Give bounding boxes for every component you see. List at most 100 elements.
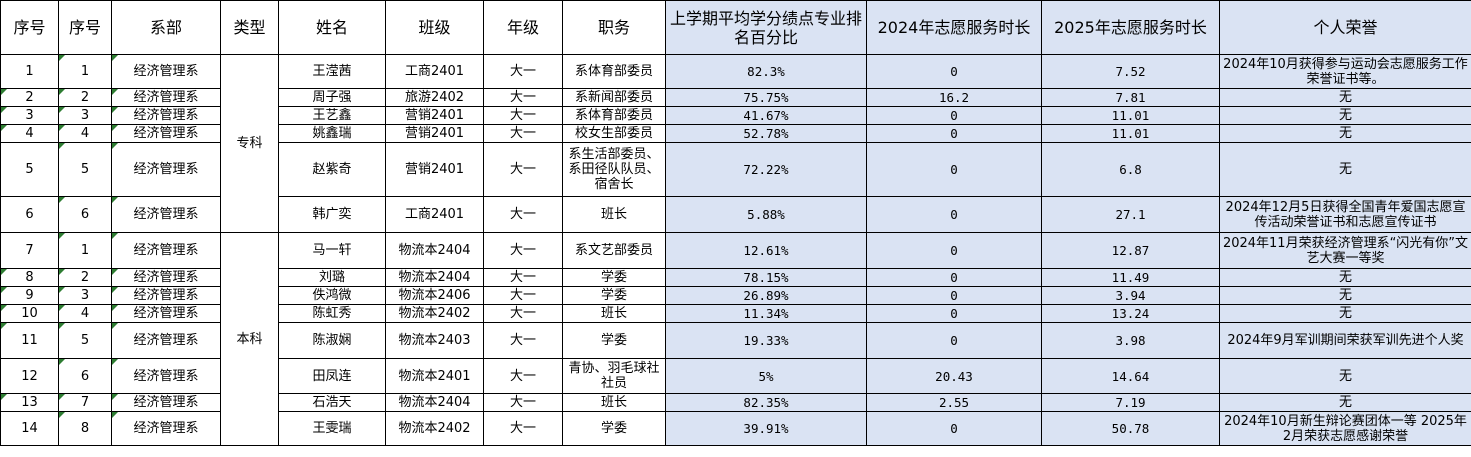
cell-grade[interactable]: 大一 <box>483 322 563 359</box>
cell-name[interactable]: 姚鑫瑞 <box>278 124 386 143</box>
cell-index[interactable]: 8 <box>0 268 59 287</box>
cell-grade[interactable]: 大一 <box>483 286 563 305</box>
cell-rank[interactable]: 78.15% <box>665 268 867 287</box>
cell-hours-2025[interactable]: 13.24 <box>1041 304 1220 323</box>
cell-honors[interactable]: 无 <box>1219 88 1471 107</box>
cell-sub-index[interactable]: 6 <box>58 196 112 233</box>
cell-hours-2024[interactable]: 2.55 <box>866 393 1042 412</box>
cell-role[interactable]: 学委 <box>562 322 666 359</box>
cell-rank[interactable]: 75.75% <box>665 88 867 107</box>
cell-class[interactable]: 工商2401 <box>385 54 484 89</box>
cell-department[interactable]: 经济管理系 <box>111 124 221 143</box>
cell-class[interactable]: 营销2401 <box>385 142 484 197</box>
cell-department[interactable]: 经济管理系 <box>111 322 221 359</box>
cell-hours-2024[interactable]: 0 <box>866 268 1042 287</box>
cell-sub-index[interactable]: 6 <box>58 358 112 394</box>
cell-class[interactable]: 物流本2401 <box>385 358 484 394</box>
cell-grade[interactable]: 大一 <box>483 393 563 412</box>
col-header-hours-2025[interactable]: 2025年志愿服务时长 <box>1041 0 1220 55</box>
cell-class[interactable]: 物流本2404 <box>385 268 484 287</box>
cell-rank[interactable]: 26.89% <box>665 286 867 305</box>
cell-role[interactable]: 班长 <box>562 196 666 233</box>
col-header-class[interactable]: 班级 <box>385 0 484 55</box>
cell-sub-index[interactable]: 1 <box>58 54 112 89</box>
cell-hours-2025[interactable]: 11.49 <box>1041 268 1220 287</box>
cell-role[interactable]: 班长 <box>562 304 666 323</box>
cell-hours-2025[interactable]: 7.81 <box>1041 88 1220 107</box>
cell-name[interactable]: 佚鸿微 <box>278 286 386 305</box>
cell-role[interactable]: 学委 <box>562 268 666 287</box>
cell-hours-2025[interactable]: 3.94 <box>1041 286 1220 305</box>
cell-hours-2025[interactable]: 11.01 <box>1041 106 1220 125</box>
cell-index[interactable]: 6 <box>0 196 59 233</box>
cell-hours-2024[interactable]: 0 <box>866 54 1042 89</box>
cell-grade[interactable]: 大一 <box>483 124 563 143</box>
cell-hours-2025[interactable]: 27.1 <box>1041 196 1220 233</box>
cell-sub-index[interactable]: 2 <box>58 268 112 287</box>
cell-grade[interactable]: 大一 <box>483 54 563 89</box>
cell-department[interactable]: 经济管理系 <box>111 106 221 125</box>
cell-name[interactable]: 马一轩 <box>278 232 386 269</box>
cell-rank[interactable]: 52.78% <box>665 124 867 143</box>
cell-hours-2024[interactable]: 0 <box>866 232 1042 269</box>
cell-honors[interactable]: 无 <box>1219 286 1471 305</box>
cell-name[interactable]: 陈淑娴 <box>278 322 386 359</box>
cell-index[interactable]: 9 <box>0 286 59 305</box>
cell-index[interactable]: 5 <box>0 142 59 197</box>
cell-role[interactable]: 学委 <box>562 411 666 446</box>
cell-hours-2025[interactable]: 6.8 <box>1041 142 1220 197</box>
cell-honors[interactable]: 无 <box>1219 268 1471 287</box>
cell-class[interactable]: 旅游2402 <box>385 88 484 107</box>
cell-role[interactable]: 系文艺部委员 <box>562 232 666 269</box>
cell-name[interactable]: 王滢茜 <box>278 54 386 89</box>
cell-name[interactable]: 韩广奕 <box>278 196 386 233</box>
cell-sub-index[interactable]: 2 <box>58 88 112 107</box>
cell-index[interactable]: 14 <box>0 411 59 446</box>
cell-rank[interactable]: 72.22% <box>665 142 867 197</box>
cell-hours-2024[interactable]: 0 <box>866 322 1042 359</box>
cell-honors[interactable]: 2024年10月获得参与运动会志愿服务工作荣誉证书等。 <box>1219 54 1471 89</box>
cell-hours-2024[interactable]: 0 <box>866 411 1042 446</box>
cell-honors[interactable]: 2024年11月荣获经济管理系“闪光有你”文艺大赛一等奖 <box>1219 232 1471 269</box>
cell-sub-index[interactable]: 3 <box>58 286 112 305</box>
cell-honors[interactable]: 无 <box>1219 393 1471 412</box>
cell-hours-2025[interactable]: 50.78 <box>1041 411 1220 446</box>
cell-class[interactable]: 物流本2404 <box>385 232 484 269</box>
cell-department[interactable]: 经济管理系 <box>111 358 221 394</box>
col-header-hours-2024[interactable]: 2024年志愿服务时长 <box>866 0 1042 55</box>
cell-hours-2024[interactable]: 16.2 <box>866 88 1042 107</box>
cell-role[interactable]: 青协、羽毛球社社员 <box>562 358 666 394</box>
cell-sub-index[interactable]: 7 <box>58 393 112 412</box>
cell-department[interactable]: 经济管理系 <box>111 286 221 305</box>
cell-rank[interactable]: 12.61% <box>665 232 867 269</box>
cell-index[interactable]: 1 <box>0 54 59 89</box>
cell-name[interactable]: 田凤连 <box>278 358 386 394</box>
cell-department[interactable]: 经济管理系 <box>111 88 221 107</box>
cell-class[interactable]: 物流本2406 <box>385 286 484 305</box>
cell-rank[interactable]: 82.3% <box>665 54 867 89</box>
cell-sub-index[interactable]: 4 <box>58 304 112 323</box>
cell-role[interactable]: 班长 <box>562 393 666 412</box>
cell-rank[interactable]: 5% <box>665 358 867 394</box>
cell-department[interactable]: 经济管理系 <box>111 393 221 412</box>
cell-grade[interactable]: 大一 <box>483 358 563 394</box>
cell-name[interactable]: 王艺鑫 <box>278 106 386 125</box>
cell-index[interactable]: 12 <box>0 358 59 394</box>
cell-department[interactable]: 经济管理系 <box>111 304 221 323</box>
cell-grade[interactable]: 大一 <box>483 304 563 323</box>
cell-hours-2024[interactable]: 20.43 <box>866 358 1042 394</box>
cell-name[interactable]: 周子强 <box>278 88 386 107</box>
cell-class[interactable]: 物流本2403 <box>385 322 484 359</box>
cell-class[interactable]: 工商2401 <box>385 196 484 233</box>
cell-hours-2024[interactable]: 0 <box>866 196 1042 233</box>
cell-name[interactable]: 王雯瑞 <box>278 411 386 446</box>
cell-index[interactable]: 13 <box>0 393 59 412</box>
cell-grade[interactable]: 大一 <box>483 106 563 125</box>
cell-hours-2025[interactable]: 14.64 <box>1041 358 1220 394</box>
cell-grade[interactable]: 大一 <box>483 268 563 287</box>
cell-hours-2025[interactable]: 7.52 <box>1041 54 1220 89</box>
cell-hours-2025[interactable]: 12.87 <box>1041 232 1220 269</box>
col-header-honors[interactable]: 个人荣誉 <box>1219 0 1471 55</box>
cell-rank[interactable]: 5.88% <box>665 196 867 233</box>
cell-type[interactable]: 本科 <box>220 232 279 446</box>
